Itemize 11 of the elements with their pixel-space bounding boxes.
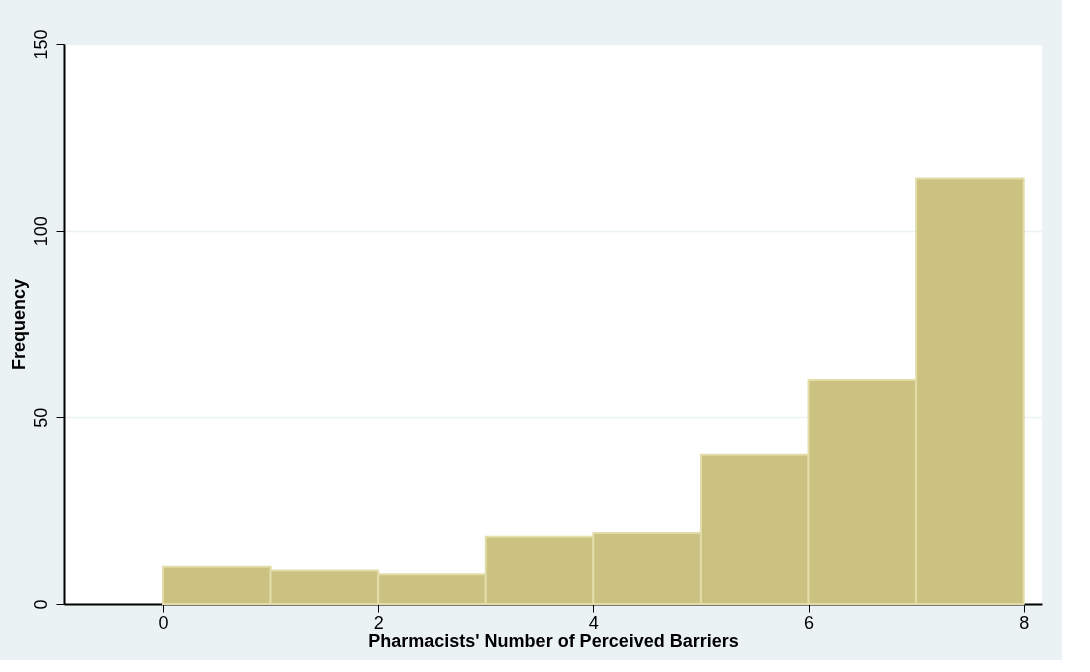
x-tick-label: 0 [158, 612, 169, 633]
y-tick-label: 50 [30, 407, 51, 428]
y-tick-label: 100 [30, 216, 51, 247]
x-axis-title: Pharmacists' Number of Perceived Barriers [368, 630, 739, 651]
y-tick-label: 0 [30, 599, 51, 610]
x-tick-label: 6 [804, 612, 815, 633]
y-axis-title: Frequency [8, 278, 29, 371]
y-tick-label: 150 [30, 29, 51, 60]
x-tick-label: 2 [373, 612, 384, 633]
x-tick-label: 8 [1019, 612, 1030, 633]
x-tick-label: 4 [588, 612, 599, 633]
